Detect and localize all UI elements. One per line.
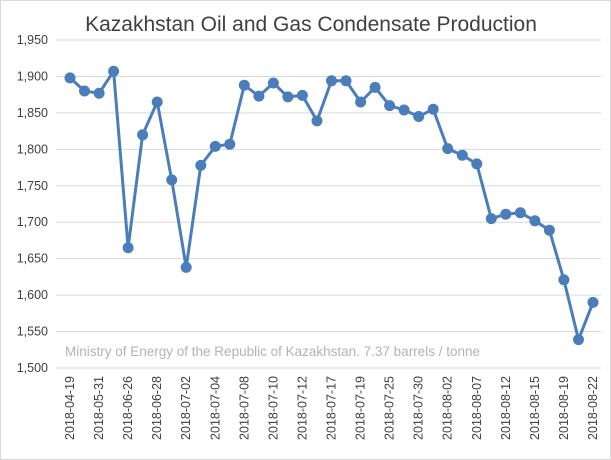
x-tick-label: 2018-07-25 (383, 376, 397, 440)
data-point (238, 79, 250, 91)
data-point (558, 274, 570, 286)
x-tick-label: 2018-07-04 (208, 376, 222, 440)
data-point (573, 334, 584, 346)
y-tick-label: 1,750 (17, 179, 48, 193)
data-point (543, 224, 555, 236)
x-axis-ticks: 2018-04-19 2018-05-31 2018-06-26 2018-06-28… (63, 376, 600, 440)
data-point (326, 75, 337, 87)
series-line (68, 69, 595, 342)
data-point (427, 103, 439, 115)
data-point (209, 140, 221, 152)
x-tick-label: 2018-07-30 (412, 376, 426, 440)
y-tick-label: 1,500 (17, 361, 48, 375)
data-point (180, 261, 192, 273)
data-point (296, 89, 308, 101)
x-tick-label: 2018-05-31 (92, 376, 106, 440)
data-point (340, 75, 352, 87)
y-tick-label: 1,850 (17, 106, 48, 120)
y-tick-label: 1,700 (17, 215, 48, 229)
x-tick-label: 2018-08-07 (470, 376, 484, 440)
data-point (471, 158, 483, 170)
x-tick-label: 2018-08-02 (441, 376, 455, 440)
data-point (253, 90, 265, 102)
data-point (108, 65, 120, 77)
series-layer (64, 65, 599, 346)
data-point (151, 96, 163, 108)
x-tick-label: 2018-07-17 (325, 376, 339, 440)
x-tick-label: 2018-06-26 (121, 376, 135, 440)
data-point (442, 143, 454, 155)
data-point (529, 215, 541, 227)
y-tick-label: 1,900 (17, 69, 48, 83)
x-tick-label: 2018-07-19 (354, 376, 368, 440)
y-tick-label: 1,600 (17, 288, 48, 302)
x-tick-label: 2018-07-10 (266, 376, 280, 440)
y-tick-label: 1,550 (17, 325, 48, 339)
chart-title: Kazakhstan Oil and Gas Condensate Produc… (85, 13, 537, 36)
data-point (384, 100, 396, 112)
x-tick-label: 2018-07-08 (237, 376, 251, 440)
y-tick-label: 1,650 (17, 252, 48, 266)
data-point (137, 129, 149, 141)
y-tick-label: 1,800 (17, 142, 48, 156)
data-point (587, 296, 599, 308)
data-point (122, 242, 134, 254)
data-point (369, 81, 381, 93)
data-point (267, 77, 279, 89)
data-point (456, 149, 468, 161)
x-tick-label: 2018-07-02 (179, 376, 193, 440)
x-tick-label: 2018-08-15 (528, 376, 542, 440)
data-point (311, 115, 323, 127)
data-point (355, 96, 367, 108)
data-point (93, 87, 105, 99)
data-point (224, 138, 236, 150)
x-tick-label: 2018-04-19 (63, 376, 77, 440)
data-point (195, 159, 207, 171)
data-point (485, 213, 497, 225)
y-axis-ticks: 1,500 1,550 1,600 1,650 1,700 1,750 1,800 1,850… (17, 33, 48, 375)
data-point (514, 207, 526, 219)
x-tick-label: 2018-08-22 (586, 376, 600, 440)
x-tick-label: 2018-07-12 (295, 376, 309, 440)
data-point (398, 104, 410, 116)
source-annotation: Ministry of Energy of the Republic of Ka… (65, 344, 480, 359)
data-point (500, 208, 512, 220)
data-point (282, 91, 294, 103)
x-tick-label: 2018-08-19 (557, 376, 571, 440)
data-point (79, 85, 90, 97)
data-point (413, 111, 425, 122)
data-point (64, 72, 76, 84)
x-tick-label: 2018-06-28 (150, 376, 164, 440)
y-tick-label: 1,950 (17, 33, 48, 47)
data-point (166, 174, 178, 186)
x-tick-label: 2018-08-12 (499, 376, 513, 440)
